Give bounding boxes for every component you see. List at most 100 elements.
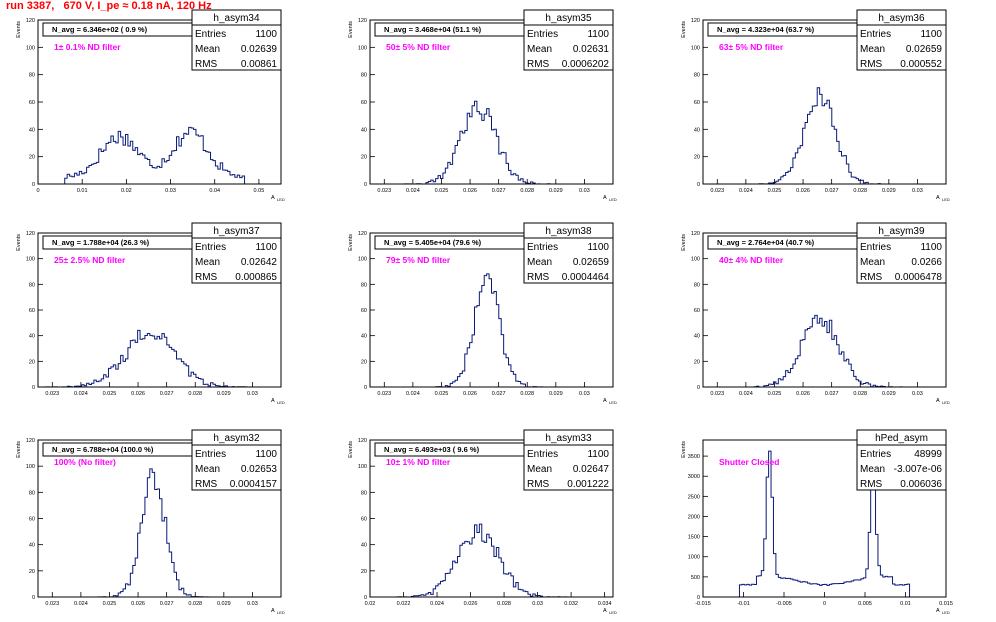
y-axis-label: Events <box>348 234 354 251</box>
stats-title: hPed_asym <box>875 433 928 444</box>
stats-label: Mean <box>195 257 220 268</box>
x-axis-label-sub: LED <box>609 400 617 405</box>
x-tick-label: 0.026 <box>463 188 477 194</box>
y-tick-label: 3500 <box>688 454 700 460</box>
x-axis-label-sub: LED <box>277 400 285 405</box>
y-tick-label: 60 <box>29 100 35 106</box>
stats-box <box>856 9 947 71</box>
y-tick-label: 0 <box>697 595 700 601</box>
x-tick-label: -0.01 <box>737 601 750 607</box>
y-tick-label: 100 <box>358 257 367 263</box>
y-tick-label: 0 <box>32 385 35 391</box>
stats-label: RMS <box>860 59 883 70</box>
y-tick-label: 120 <box>358 231 367 237</box>
y-axis-label: Events <box>16 21 22 38</box>
x-tick-label: 0.01 <box>77 188 88 194</box>
y-tick-label: 60 <box>29 308 35 314</box>
stats-box <box>856 222 947 284</box>
histogram-line <box>370 523 613 598</box>
x-tick-label: 0.029 <box>882 391 896 397</box>
y-tick-label: 120 <box>358 18 367 24</box>
stats-box <box>523 222 614 284</box>
x-tick-label: 0.01 <box>900 601 911 607</box>
stats-value: 0.0006478 <box>895 272 943 283</box>
x-axis-label: A <box>936 398 940 404</box>
stats-label: RMS <box>860 479 883 490</box>
y-axis-label: Events <box>681 441 687 458</box>
x-tick-label: 0.005 <box>858 601 872 607</box>
y-tick-label: 500 <box>691 575 700 581</box>
stats-value: 0.006036 <box>900 479 942 490</box>
y-tick-label: 0 <box>364 385 367 391</box>
stats-value: 0.0004464 <box>562 272 610 283</box>
x-tick-label: 0.027 <box>825 391 839 397</box>
stats-value: 1100 <box>587 29 609 40</box>
stats-label: Mean <box>527 44 552 55</box>
x-tick-label: 0.02 <box>121 188 132 194</box>
x-axis-label: A <box>271 608 275 614</box>
x-tick-label: 0.024 <box>74 601 88 607</box>
y-tick-label: 80 <box>29 282 35 288</box>
stats-label: Entries <box>860 449 891 460</box>
y-tick-label: 100 <box>691 257 700 263</box>
stats-box <box>191 9 282 71</box>
stats-label: Entries <box>860 29 891 40</box>
filter-label: 63± 5% ND filter <box>719 42 784 52</box>
filter-label: 25± 2.5% ND filter <box>54 255 126 265</box>
x-axis-label-sub: LED <box>277 610 285 615</box>
x-tick-label: 0.023 <box>377 188 391 194</box>
y-tick-label: 40 <box>29 543 35 549</box>
filter-label: 100% (No filter) <box>54 457 116 467</box>
stats-value: 1100 <box>255 29 277 40</box>
y-tick-label: 20 <box>361 359 367 365</box>
stats-label: Mean <box>860 257 885 268</box>
x-tick-label: 0.029 <box>217 601 231 607</box>
x-tick-label: -0.005 <box>776 601 792 607</box>
x-tick-label: 0.028 <box>853 391 867 397</box>
stats-box <box>523 9 614 71</box>
x-axis-label-sub: LED <box>942 400 950 405</box>
x-tick-label: 0.032 <box>564 601 578 607</box>
x-tick-label: 0.024 <box>739 188 753 194</box>
x-tick-label: 0.026 <box>463 391 477 397</box>
stats-title: h_asym34 <box>213 13 260 24</box>
y-axis-label: Events <box>16 441 22 458</box>
y-tick-label: 40 <box>694 334 700 340</box>
x-tick-label: 0.03 <box>165 188 176 194</box>
y-tick-label: 80 <box>29 490 35 496</box>
x-tick-label: 0.028 <box>520 188 534 194</box>
y-tick-label: 20 <box>29 155 35 161</box>
x-axis-label: A <box>936 195 940 201</box>
x-tick-label: 0.028 <box>188 601 202 607</box>
y-tick-label: 60 <box>361 308 367 314</box>
y-tick-label: 120 <box>691 18 700 24</box>
y-tick-label: 100 <box>26 257 35 263</box>
y-tick-label: 2500 <box>688 494 700 500</box>
x-tick-label: 0.029 <box>549 391 563 397</box>
histogram-line <box>703 87 946 185</box>
x-axis-label: A <box>603 195 607 201</box>
x-tick-label: 0.027 <box>825 188 839 194</box>
stats-title: h_asym38 <box>545 226 592 237</box>
y-axis-label: Events <box>348 441 354 458</box>
filter-label: 10± 1% ND filter <box>386 457 451 467</box>
stats-label: RMS <box>860 272 883 283</box>
stats-value: 48999 <box>914 449 942 460</box>
y-tick-label: 0 <box>697 182 700 188</box>
stats-value: 0.02653 <box>241 464 278 475</box>
x-axis-label-sub: LED <box>277 197 285 202</box>
y-tick-label: 80 <box>694 73 700 79</box>
x-tick-label: 0.024 <box>739 391 753 397</box>
x-tick-label: 0.03 <box>579 391 590 397</box>
x-tick-label: 0.03 <box>247 391 258 397</box>
stats-label: RMS <box>527 479 550 490</box>
x-tick-label: 0.02 <box>365 601 376 607</box>
x-tick-label: 0.025 <box>435 391 449 397</box>
x-tick-label: 0.027 <box>492 391 506 397</box>
y-tick-label: 0 <box>697 385 700 391</box>
x-tick-label: 0.025 <box>435 188 449 194</box>
stats-value: 0.00861 <box>241 59 278 70</box>
x-tick-label: 0.023 <box>45 391 59 397</box>
stats-value: 0.0266 <box>911 257 942 268</box>
histogram-panel-h_asym34: 0 0.01 0.02 0.03 0.04 0.05 0 20 40 60 80 100 120 Even… <box>16 9 285 202</box>
